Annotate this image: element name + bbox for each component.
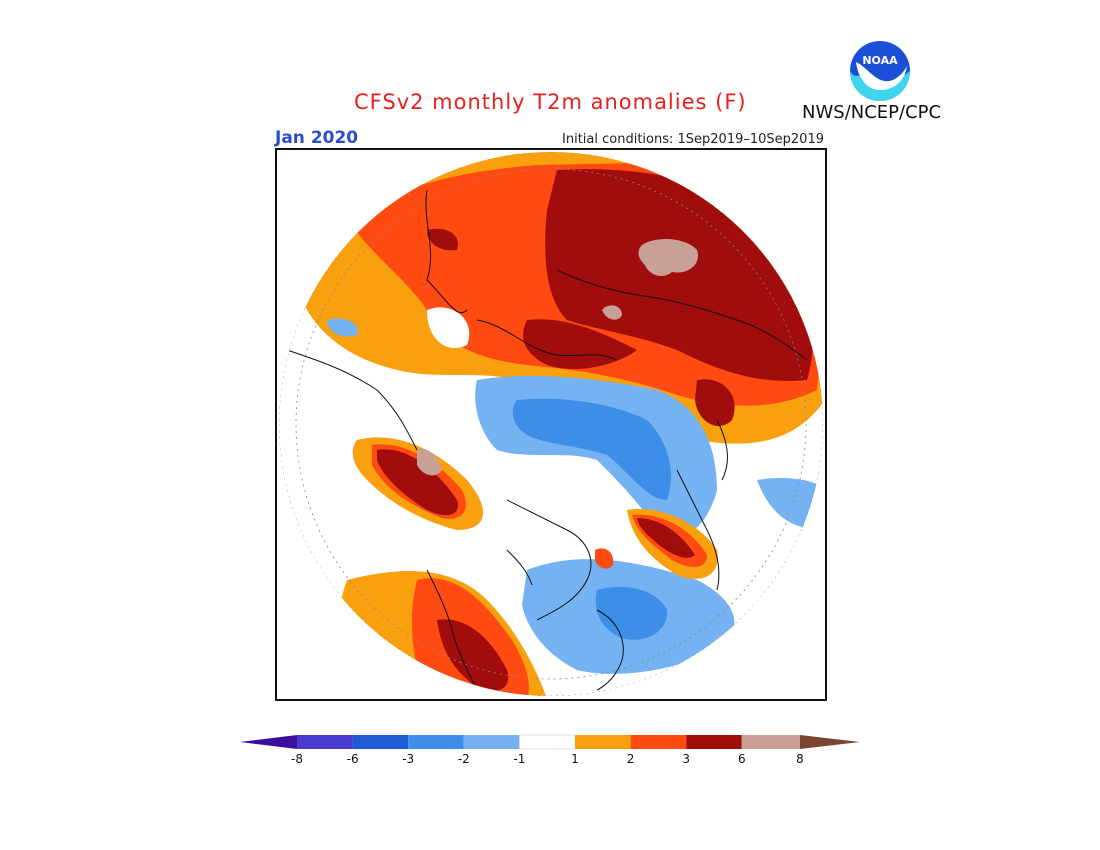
anomaly-namerica-peak [417, 448, 442, 476]
colorbar-tick: -3 [402, 752, 415, 766]
anomaly-white-patch-1 [427, 307, 470, 349]
colorbar-swatch-4 [463, 735, 520, 749]
anomaly-small-peak [602, 305, 622, 320]
colorbar-min-arrow [240, 735, 297, 749]
colorbar-tick: -2 [457, 752, 470, 766]
colorbar-swatch-2 [352, 735, 409, 749]
colorbar-tick: 1 [571, 752, 579, 766]
colorbar-tick: -6 [346, 752, 359, 766]
noaa-logo-text: NOAA [862, 54, 898, 67]
colorbar-max-arrow [800, 735, 860, 749]
colorbar-tick: 3 [682, 752, 691, 766]
colorbar-swatch-9 [741, 735, 800, 749]
colorbar-swatch-8 [686, 735, 742, 749]
valid-month-label: Jan 2020 [275, 128, 359, 148]
polar-map [275, 148, 827, 701]
colorbar-tick: 2 [626, 752, 635, 766]
colorbar-tick: -1 [513, 752, 526, 766]
anomaly-west-blue [327, 318, 358, 337]
colorbar-swatch-6 [575, 735, 631, 749]
colorbar [240, 732, 862, 772]
colorbar-swatch-5 [519, 734, 576, 750]
colorbar-swatch-3 [408, 735, 464, 749]
coastlines [286, 189, 808, 691]
colorbar-swatch-1 [297, 735, 353, 749]
anomaly-siberia-peak [638, 238, 698, 276]
colorbar-tick: 8 [796, 752, 804, 766]
anomaly-arctic-blue [512, 398, 671, 500]
anomaly-pacific-darkred [437, 619, 509, 692]
colorbar-swatch-7 [630, 735, 687, 749]
agency-label: NWS/NCEP/CPC [802, 102, 942, 123]
anomaly-greenland-darkred [637, 518, 695, 558]
noaa-logo: NOAA [849, 40, 911, 102]
colorbar-tick: -8 [291, 752, 303, 766]
anomaly-namerica-darkred [377, 449, 458, 516]
chart-title: CFSv2 monthly T2m anomalies (F) [354, 90, 747, 114]
anomaly-canada-blue [595, 586, 668, 640]
colorbar-tick: 6 [737, 752, 746, 766]
anomaly-hudson-red [595, 548, 614, 569]
initial-conditions-label: Initial conditions: 1Sep2019–10Sep2019 [562, 132, 824, 147]
anomaly-west-asia-darkred [427, 228, 458, 251]
anomaly-east-darkred [695, 379, 735, 427]
anomaly-white-patch-2 [307, 347, 350, 393]
